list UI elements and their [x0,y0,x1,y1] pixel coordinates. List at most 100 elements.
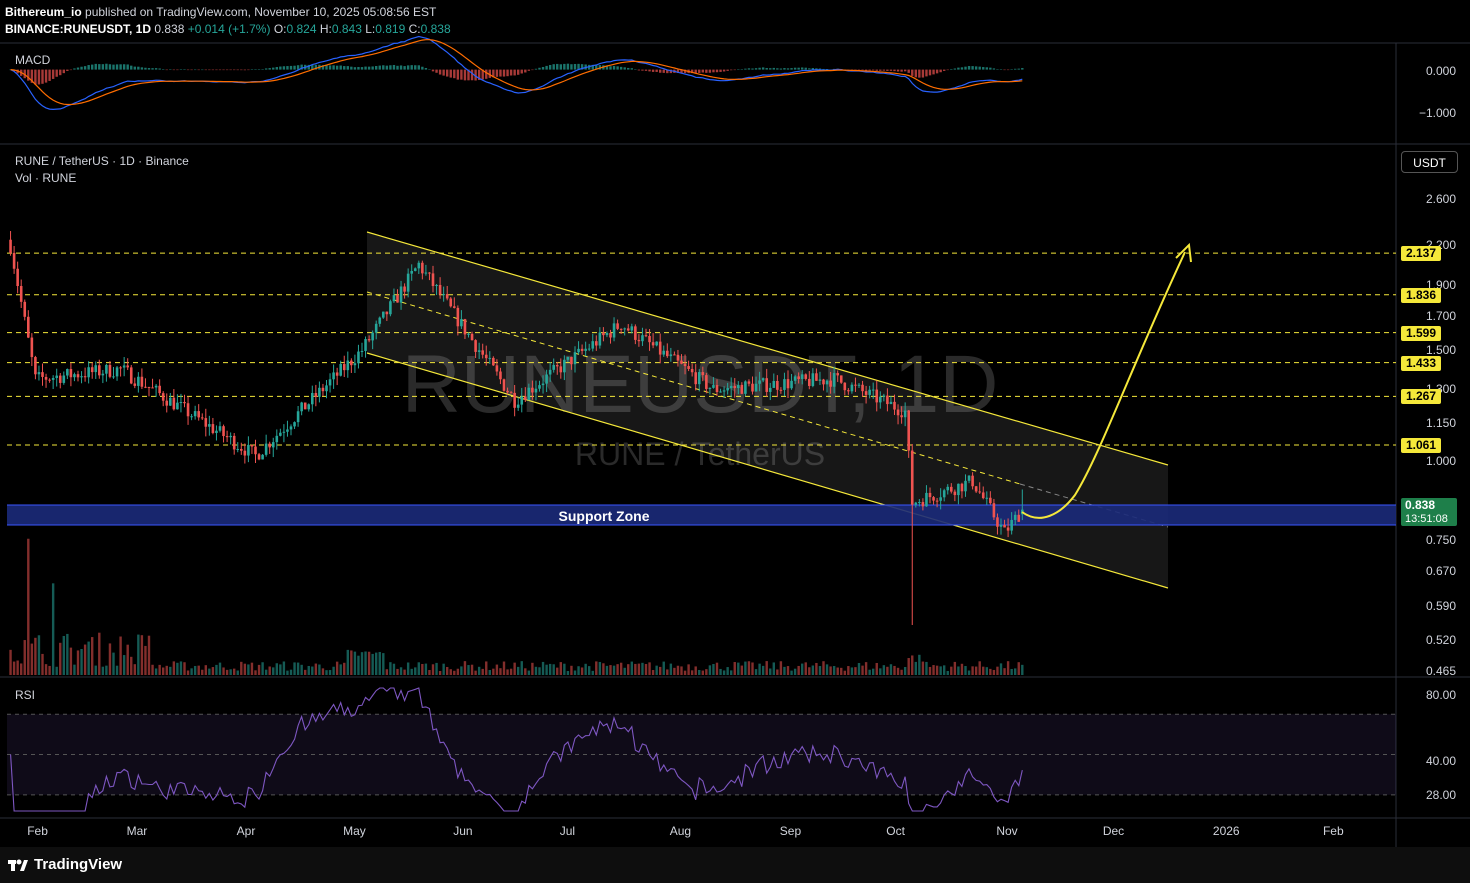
candle-body [470,333,474,341]
volume-bar [272,667,275,675]
macd-histogram-bar [864,69,868,71]
macd-histogram-bar [193,69,197,71]
candle-body [747,381,751,384]
candle-body [293,422,296,427]
macd-histogram-bar [481,69,484,80]
macd-histogram-bar [289,65,293,70]
macd-histogram-bar [424,68,428,70]
macd-histogram-bar [517,69,520,75]
macd-histogram-bar [879,69,882,71]
rsi-pane [7,687,1396,812]
candle-body [598,332,602,346]
candle-body [364,339,367,351]
macd-histogram-bar [705,69,708,73]
macd-histogram-bar [825,69,829,70]
candle-body [421,262,424,274]
macd-histogram-bar [406,65,410,70]
candle-body [555,365,559,367]
candle-body [957,483,960,496]
candle-body [666,350,669,357]
macd-histogram-bar [861,69,864,71]
candle-body [154,385,158,388]
macd-histogram-bar [609,66,612,70]
macd-histogram-bar [641,69,644,71]
volume-bar [893,665,896,675]
channel-lower-line[interactable] [366,352,1169,589]
candle-body [360,350,364,352]
candle-body [680,360,683,364]
projection-arrow[interactable] [1021,251,1186,519]
candle-body [673,354,676,356]
volume-bar [243,663,247,675]
candle-body [399,286,403,303]
macd-histogram-bar [857,69,861,71]
volume-bar [900,669,903,675]
macd-histogram-bar [996,69,999,70]
macd-histogram-bar [151,68,154,70]
candle-body [577,348,580,353]
macd-histogram-bar [115,64,119,70]
volume-bar [449,669,452,675]
macd-histogram-bar [786,68,790,70]
tradingview-brand: TradingView [34,856,123,873]
volume-bar [428,670,431,675]
macd-histogram-bar [254,69,257,70]
publisher-name[interactable]: Bithereum_io [5,5,82,19]
current-price-tag[interactable]: 0.838 13:51:08 [1401,498,1457,526]
candle-body [19,286,23,302]
symbol-name[interactable]: BINANCE:RUNEUSDT, 1D [5,22,152,36]
candle-body [328,379,332,386]
candle-body [974,486,978,492]
candle-body [903,410,907,418]
macd-histogram-bar [541,66,545,70]
candle-body [1006,527,1010,531]
volume-bar [453,670,456,675]
volume-bar [616,664,619,675]
volume-bar [989,668,992,675]
macd-histogram-bar [83,66,87,70]
volume-bar [619,662,623,675]
candle-body [438,284,442,295]
candle-body [484,354,488,359]
low-label: L: [365,22,376,36]
tradingview-logo[interactable]: TradingView [8,856,122,873]
candle-body [910,450,914,505]
candle-body [754,383,758,392]
candle-body [218,426,222,431]
macd-histogram-bar [886,69,889,71]
candle-body [634,326,637,340]
candle-body [41,372,44,377]
chart-canvas[interactable]: RUNEUSDT, 1D RUNE / TetherUS Support Zon… [0,0,1470,847]
candle-body [94,365,98,373]
volume-bar [446,666,449,675]
candle-body [392,295,396,302]
macd-histogram-bar [598,65,602,70]
macd-histogram-bar [946,69,949,71]
price-tick-10: 0.590 [1425,598,1456,613]
currency-button[interactable]: USDT [1401,151,1458,173]
candle-body [964,480,967,492]
channel-upper-line[interactable] [366,231,1169,466]
macd-tick-0: 0.000 [1425,64,1456,78]
macd-histogram-bar [247,69,250,71]
projection-arrow-head [1175,242,1192,263]
volume-bar [627,664,630,675]
macd-histogram-bar [449,69,452,78]
volume-bar [204,665,207,675]
volume-bar [730,670,733,675]
candle-body [832,373,836,387]
volume-bar [506,669,509,675]
macd-histogram-bar [30,69,34,83]
macd-histogram-bar [893,69,896,72]
volume-bar [602,663,605,675]
volume-bar [396,668,399,675]
macd-histogram-bar [1003,69,1006,71]
support-zone[interactable] [7,505,1396,525]
candle-body [825,380,829,385]
volume-bar [648,662,651,675]
candle-body [893,401,896,410]
volume-bar [911,655,914,675]
level-tag-0: 2.137 [1401,246,1441,262]
candle-body [428,272,431,274]
macd-histogram-bar [371,66,374,70]
